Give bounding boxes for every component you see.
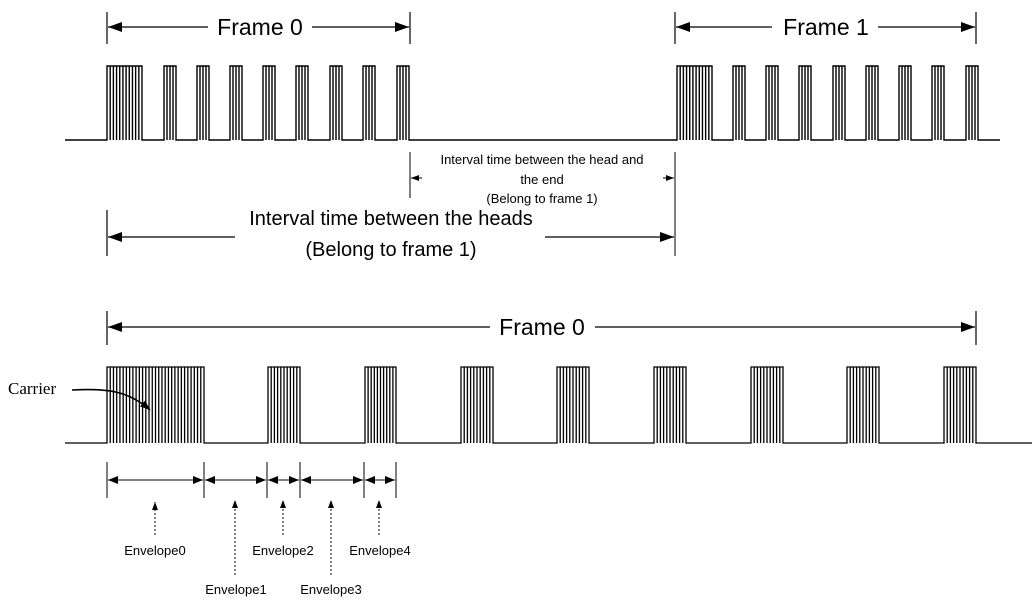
carrier-pointer-arrow: [71, 388, 151, 411]
envelope0-label: Envelope0: [124, 543, 185, 558]
carrier-label: Carrier: [8, 379, 56, 398]
bottom-frame0-label: Frame 0: [499, 314, 585, 340]
envelope4-label: Envelope4: [349, 543, 410, 558]
interval-heads-line1: Interval time between the heads: [249, 208, 533, 230]
top-frame0-label: Frame 0: [217, 14, 303, 40]
top-frame1-label: Frame 1: [783, 14, 869, 40]
envelope2-label: Envelope2: [252, 543, 313, 558]
envelope-pointers: [152, 500, 382, 575]
interval-head-end-dimension: [409, 152, 676, 256]
top-frame1-dimension: [674, 12, 977, 44]
top-signal-outline: [65, 65, 1000, 141]
bottom-frame0-dimension: [106, 311, 977, 345]
envelope1-label: Envelope1: [205, 582, 266, 597]
bottom-signal-outline: [65, 366, 1032, 444]
interval-head-end-line2: the end: [520, 172, 563, 187]
envelope-dimensions: [106, 462, 397, 498]
interval-heads-dimension: [106, 210, 674, 256]
bottom-waveform: [65, 366, 1032, 444]
interval-head-end-line1: Interval time between the head and: [440, 152, 643, 167]
interval-heads-line2: (Belong to frame 1): [305, 239, 476, 261]
top-waveform: [65, 65, 1000, 141]
envelope3-label: Envelope3: [300, 582, 361, 597]
top-frame0-dimension: [106, 12, 411, 44]
interval-head-end-line3: (Belong to frame 1): [486, 191, 597, 206]
